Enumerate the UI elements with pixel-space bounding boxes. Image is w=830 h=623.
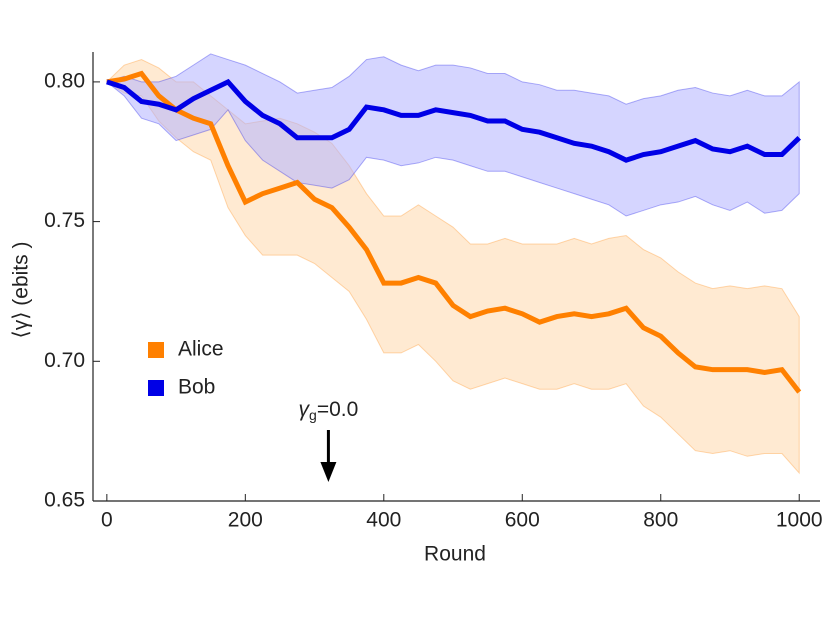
x-axis-label: Round: [424, 543, 486, 566]
x-tick-label: 600: [505, 509, 540, 532]
x-tick-label: 800: [643, 509, 678, 532]
y-tick-label: 0.80: [44, 69, 85, 92]
annotation: γg=0.0: [299, 398, 359, 423]
y-axis-label: ⟨γ⟩ (ebits ): [10, 242, 33, 339]
legend-label: Alice: [178, 338, 224, 361]
y-tick-label: 0.75: [44, 209, 85, 232]
legend-label: Bob: [178, 376, 215, 399]
series-line: [106, 70, 802, 394]
legend-swatch: [148, 342, 164, 358]
y-tick-label: 0.65: [44, 489, 85, 512]
error-band: [105, 53, 800, 217]
x-tick-label: 1000: [776, 509, 823, 532]
series-line: [106, 78, 801, 163]
x-tick-label: 400: [366, 509, 401, 532]
annotation-subscript: g: [309, 407, 317, 423]
x-tick-label: 0: [101, 509, 113, 532]
y-tick-label: 0.70: [44, 349, 85, 372]
legend-swatch: [148, 380, 164, 396]
x-tick-label: 200: [228, 509, 263, 532]
annotation-arrowhead: [320, 462, 337, 482]
annotation-symbol: γ: [299, 398, 311, 421]
annotation-text: =0.0: [317, 398, 358, 421]
